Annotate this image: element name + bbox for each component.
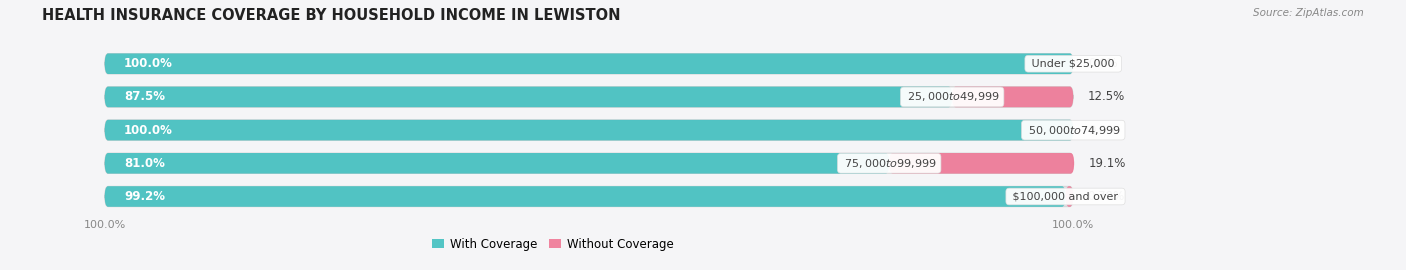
Text: 0.79%: 0.79% [1088, 190, 1125, 203]
FancyBboxPatch shape [104, 153, 889, 174]
Text: 12.5%: 12.5% [1088, 90, 1125, 103]
Text: HEALTH INSURANCE COVERAGE BY HOUSEHOLD INCOME IN LEWISTON: HEALTH INSURANCE COVERAGE BY HOUSEHOLD I… [42, 8, 620, 23]
FancyBboxPatch shape [1066, 186, 1073, 207]
FancyBboxPatch shape [104, 87, 952, 107]
Text: 100.0%: 100.0% [1052, 220, 1094, 230]
FancyBboxPatch shape [104, 186, 1073, 207]
FancyBboxPatch shape [104, 87, 1073, 107]
Text: $50,000 to $74,999: $50,000 to $74,999 [1025, 124, 1122, 137]
FancyBboxPatch shape [104, 120, 1073, 140]
Text: 100.0%: 100.0% [124, 124, 173, 137]
Text: 99.2%: 99.2% [124, 190, 165, 203]
Text: 100.0%: 100.0% [83, 220, 125, 230]
FancyBboxPatch shape [104, 53, 1073, 74]
FancyBboxPatch shape [104, 120, 1073, 140]
Text: 0.0%: 0.0% [1088, 57, 1118, 70]
FancyBboxPatch shape [104, 153, 1073, 174]
Text: Under $25,000: Under $25,000 [1028, 59, 1118, 69]
Text: $75,000 to $99,999: $75,000 to $99,999 [841, 157, 938, 170]
FancyBboxPatch shape [889, 153, 1074, 174]
Text: Source: ZipAtlas.com: Source: ZipAtlas.com [1253, 8, 1364, 18]
Text: 19.1%: 19.1% [1088, 157, 1126, 170]
Text: 87.5%: 87.5% [124, 90, 165, 103]
Text: $100,000 and over: $100,000 and over [1010, 191, 1122, 201]
Legend: With Coverage, Without Coverage: With Coverage, Without Coverage [427, 233, 679, 255]
Text: 81.0%: 81.0% [124, 157, 165, 170]
FancyBboxPatch shape [104, 186, 1066, 207]
Text: 0.0%: 0.0% [1088, 124, 1118, 137]
FancyBboxPatch shape [104, 53, 1073, 74]
FancyBboxPatch shape [952, 87, 1073, 107]
Text: 100.0%: 100.0% [124, 57, 173, 70]
Text: $25,000 to $49,999: $25,000 to $49,999 [904, 90, 1001, 103]
